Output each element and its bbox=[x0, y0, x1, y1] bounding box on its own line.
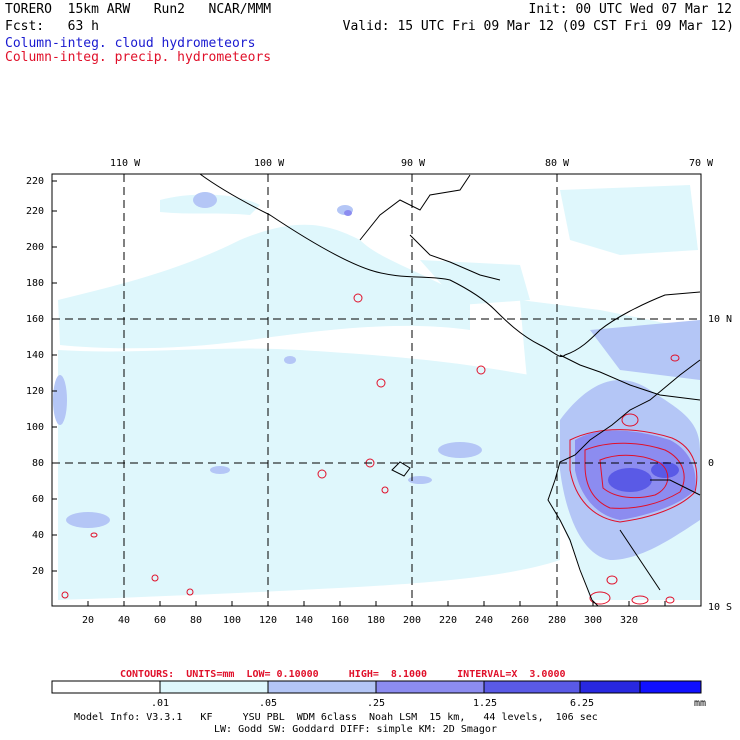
field-label-cloud: Column-integ. cloud hydrometeors bbox=[5, 36, 256, 51]
x-tick: 160 bbox=[331, 615, 350, 626]
x-tick: 20 bbox=[82, 615, 95, 626]
x-tick: 300 bbox=[584, 615, 603, 626]
colorbar-label: 6.25 bbox=[570, 698, 595, 709]
y-tick: 100 bbox=[26, 422, 45, 433]
field-label-precip: Column-integ. precip. hydrometeors bbox=[5, 50, 272, 65]
y-tick: 180 bbox=[26, 278, 45, 289]
y-tick: 80 bbox=[32, 458, 45, 469]
lat-label-10n: 10 N bbox=[708, 314, 733, 325]
colorbar-bin-4 bbox=[375, 680, 485, 694]
cloud-intense bbox=[608, 462, 679, 492]
colorbar-label: .25 bbox=[367, 698, 386, 709]
colorbar-bin-2 bbox=[159, 680, 269, 694]
colorbar-bin-5 bbox=[483, 680, 581, 694]
lon-label-110w: 110 W bbox=[110, 158, 141, 169]
x-tick: 220 bbox=[439, 615, 458, 626]
coastlines bbox=[199, 173, 701, 607]
axis-ticks bbox=[52, 180, 666, 606]
colorbar bbox=[51, 680, 702, 694]
colorbar-bin-1 bbox=[51, 680, 161, 694]
x-tick: 320 bbox=[620, 615, 639, 626]
y-tick: 40 bbox=[32, 530, 45, 541]
lon-label-100w: 100 W bbox=[254, 158, 285, 169]
x-tick: 200 bbox=[403, 615, 422, 626]
y-tick: 220 bbox=[26, 176, 45, 187]
contour-info: CONTOURS: UNITS=mm LOW= 0.10000 HIGH= 8.… bbox=[120, 669, 566, 680]
latlon-grid bbox=[52, 174, 701, 606]
init-time: Init: 00 UTC Wed 07 Mar 12 bbox=[528, 2, 733, 17]
y-tick: 220 bbox=[26, 206, 45, 217]
x-tick: 60 bbox=[154, 615, 167, 626]
lat-label-10s: 10 S bbox=[708, 602, 733, 613]
y-tick: 120 bbox=[26, 386, 45, 397]
x-tick: 120 bbox=[259, 615, 278, 626]
x-tick: 80 bbox=[190, 615, 203, 626]
x-tick: 280 bbox=[548, 615, 567, 626]
lon-label-90w: 90 W bbox=[401, 158, 426, 169]
lon-label-80w: 80 W bbox=[545, 158, 570, 169]
colorbar-label: 1.25 bbox=[473, 698, 498, 709]
colorbar-units: mm bbox=[694, 698, 707, 709]
y-tick: 160 bbox=[26, 314, 45, 325]
model-info: Model Info: V3.3.1 KF YSU PBL WDM 6class… bbox=[74, 712, 598, 723]
colorbar-label: .01 bbox=[151, 698, 170, 709]
model-physics: LW: Godd SW: Goddard DIFF: simple KM: 2D… bbox=[214, 724, 497, 735]
x-tick: 180 bbox=[367, 615, 386, 626]
y-tick: 20 bbox=[32, 566, 45, 577]
x-tick: 240 bbox=[475, 615, 494, 626]
colorbar-bin-3 bbox=[267, 680, 377, 694]
forecast-hour: Fcst: 63 h bbox=[5, 19, 99, 34]
colorbar-bin-6 bbox=[579, 680, 641, 694]
model-title: TORERO 15km ARW Run2 NCAR/MMM bbox=[5, 2, 272, 17]
colorbar-label: .05 bbox=[259, 698, 278, 709]
y-tick: 60 bbox=[32, 494, 45, 505]
x-tick: 40 bbox=[118, 615, 131, 626]
y-tick: 200 bbox=[26, 242, 45, 253]
y-tick: 140 bbox=[26, 350, 45, 361]
lon-label-70w: 70 W bbox=[689, 158, 714, 169]
lat-label-0: 0 bbox=[708, 458, 715, 469]
x-tick: 140 bbox=[295, 615, 314, 626]
x-tick: 100 bbox=[223, 615, 242, 626]
colorbar-bin-7 bbox=[639, 680, 702, 694]
valid-time: Valid: 15 UTC Fri 09 Mar 12 (09 CST Fri … bbox=[342, 19, 734, 34]
x-tick: 260 bbox=[511, 615, 530, 626]
